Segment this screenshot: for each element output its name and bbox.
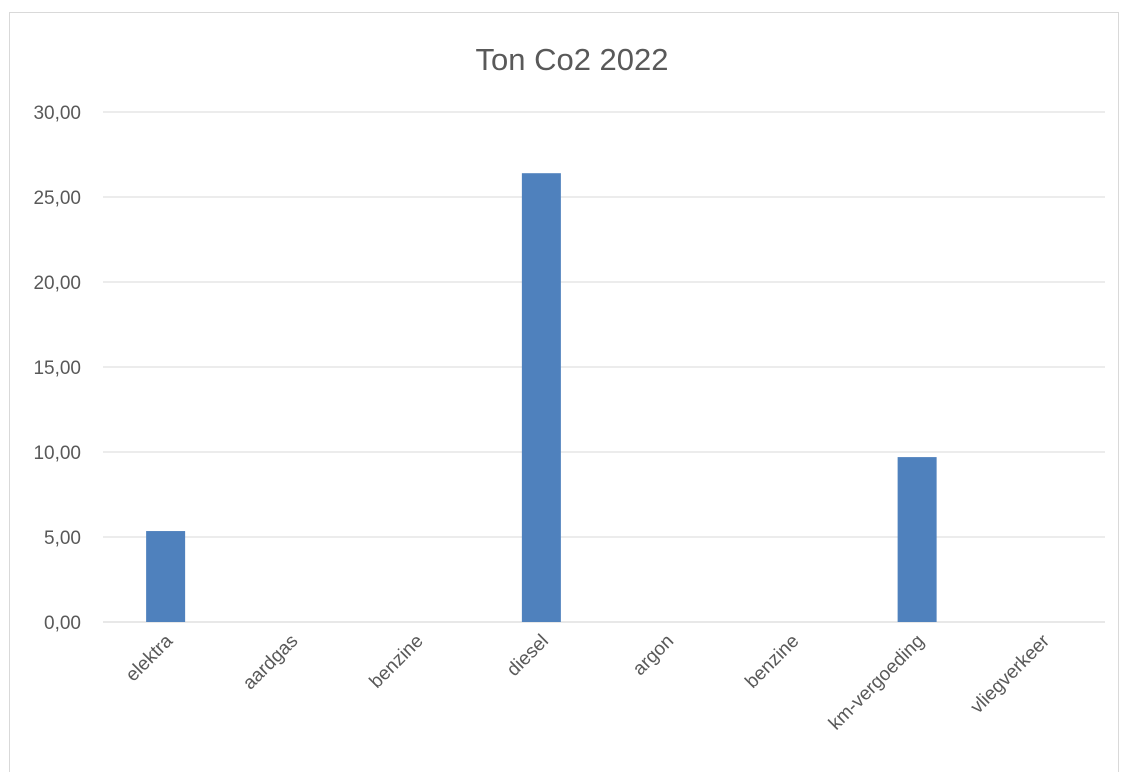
chart-frame <box>9 12 1119 772</box>
x-tick-label: elektra <box>122 630 177 685</box>
y-tick-label: 10,00 <box>33 443 81 464</box>
y-tick-label: 30,00 <box>33 103 81 124</box>
gridlines <box>103 111 1105 623</box>
bars <box>146 173 937 622</box>
x-tick-label: benzine <box>366 631 428 693</box>
y-tick-label: 25,00 <box>33 188 81 209</box>
y-tick-label: 20,00 <box>33 273 81 294</box>
y-tick-label: 15,00 <box>33 358 81 379</box>
y-tick-label: 5,00 <box>44 528 81 549</box>
x-tick-label: argon <box>629 631 678 680</box>
x-tick-label: vliegverkeer <box>967 630 1055 718</box>
y-axis-ticks: 0,00 5,00 10,00 15,00 20,00 25,00 30,00 <box>33 103 81 634</box>
y-tick-label: 0,00 <box>44 613 81 634</box>
bar-elektra <box>146 531 186 622</box>
x-tick-label: diesel <box>503 631 553 681</box>
bar-diesel <box>521 173 561 622</box>
x-tick-label: benzine <box>741 631 803 693</box>
chart-title: Ton Co2 2022 <box>475 42 668 77</box>
bar-km-vergoeding <box>897 457 937 622</box>
x-tick-label: aardgas <box>239 631 302 694</box>
x-axis-labels: elektra aardgas benzine diesel argon benzine k… <box>122 630 1054 734</box>
x-tick-label: km-vergoeding <box>825 631 929 735</box>
